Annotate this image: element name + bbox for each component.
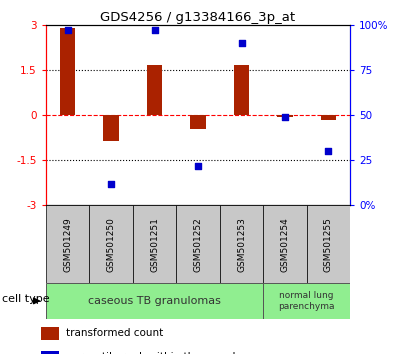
Bar	[176, 205, 220, 283]
Text: percentile rank within the sample: percentile rank within the sample	[66, 352, 242, 354]
Text: caseous TB granulomas: caseous TB granulomas	[88, 296, 221, 306]
Text: normal lung
parenchyma: normal lung parenchyma	[279, 291, 335, 310]
Bar	[89, 205, 133, 283]
Bar	[41, 327, 59, 339]
Text: GSM501254: GSM501254	[281, 217, 289, 272]
Point	[325, 148, 332, 154]
Point	[195, 163, 201, 169]
Bar	[220, 205, 263, 283]
Bar	[147, 65, 162, 115]
Bar	[133, 205, 176, 283]
Text: GSM501255: GSM501255	[324, 217, 333, 272]
Bar	[321, 115, 336, 120]
Point	[282, 114, 288, 120]
Text: GSM501251: GSM501251	[150, 217, 159, 272]
Title: GDS4256 / g13384166_3p_at: GDS4256 / g13384166_3p_at	[100, 11, 296, 24]
Text: GSM501250: GSM501250	[107, 217, 115, 272]
Text: cell type: cell type	[2, 294, 50, 304]
Text: GSM501253: GSM501253	[237, 217, 246, 272]
Point	[108, 181, 114, 187]
Text: GSM501249: GSM501249	[63, 217, 72, 272]
Bar	[263, 283, 350, 319]
Text: GSM501252: GSM501252	[193, 217, 203, 272]
Bar	[277, 115, 293, 116]
Bar	[46, 205, 89, 283]
Bar	[46, 283, 263, 319]
Point	[151, 27, 158, 33]
Bar	[60, 28, 75, 115]
Text: transformed count: transformed count	[66, 328, 164, 338]
Bar	[103, 115, 119, 141]
Point	[238, 40, 245, 46]
Bar	[234, 65, 249, 115]
Bar	[263, 205, 307, 283]
Point	[64, 27, 71, 33]
Bar	[307, 205, 350, 283]
Bar	[190, 115, 206, 129]
Bar	[41, 351, 59, 354]
